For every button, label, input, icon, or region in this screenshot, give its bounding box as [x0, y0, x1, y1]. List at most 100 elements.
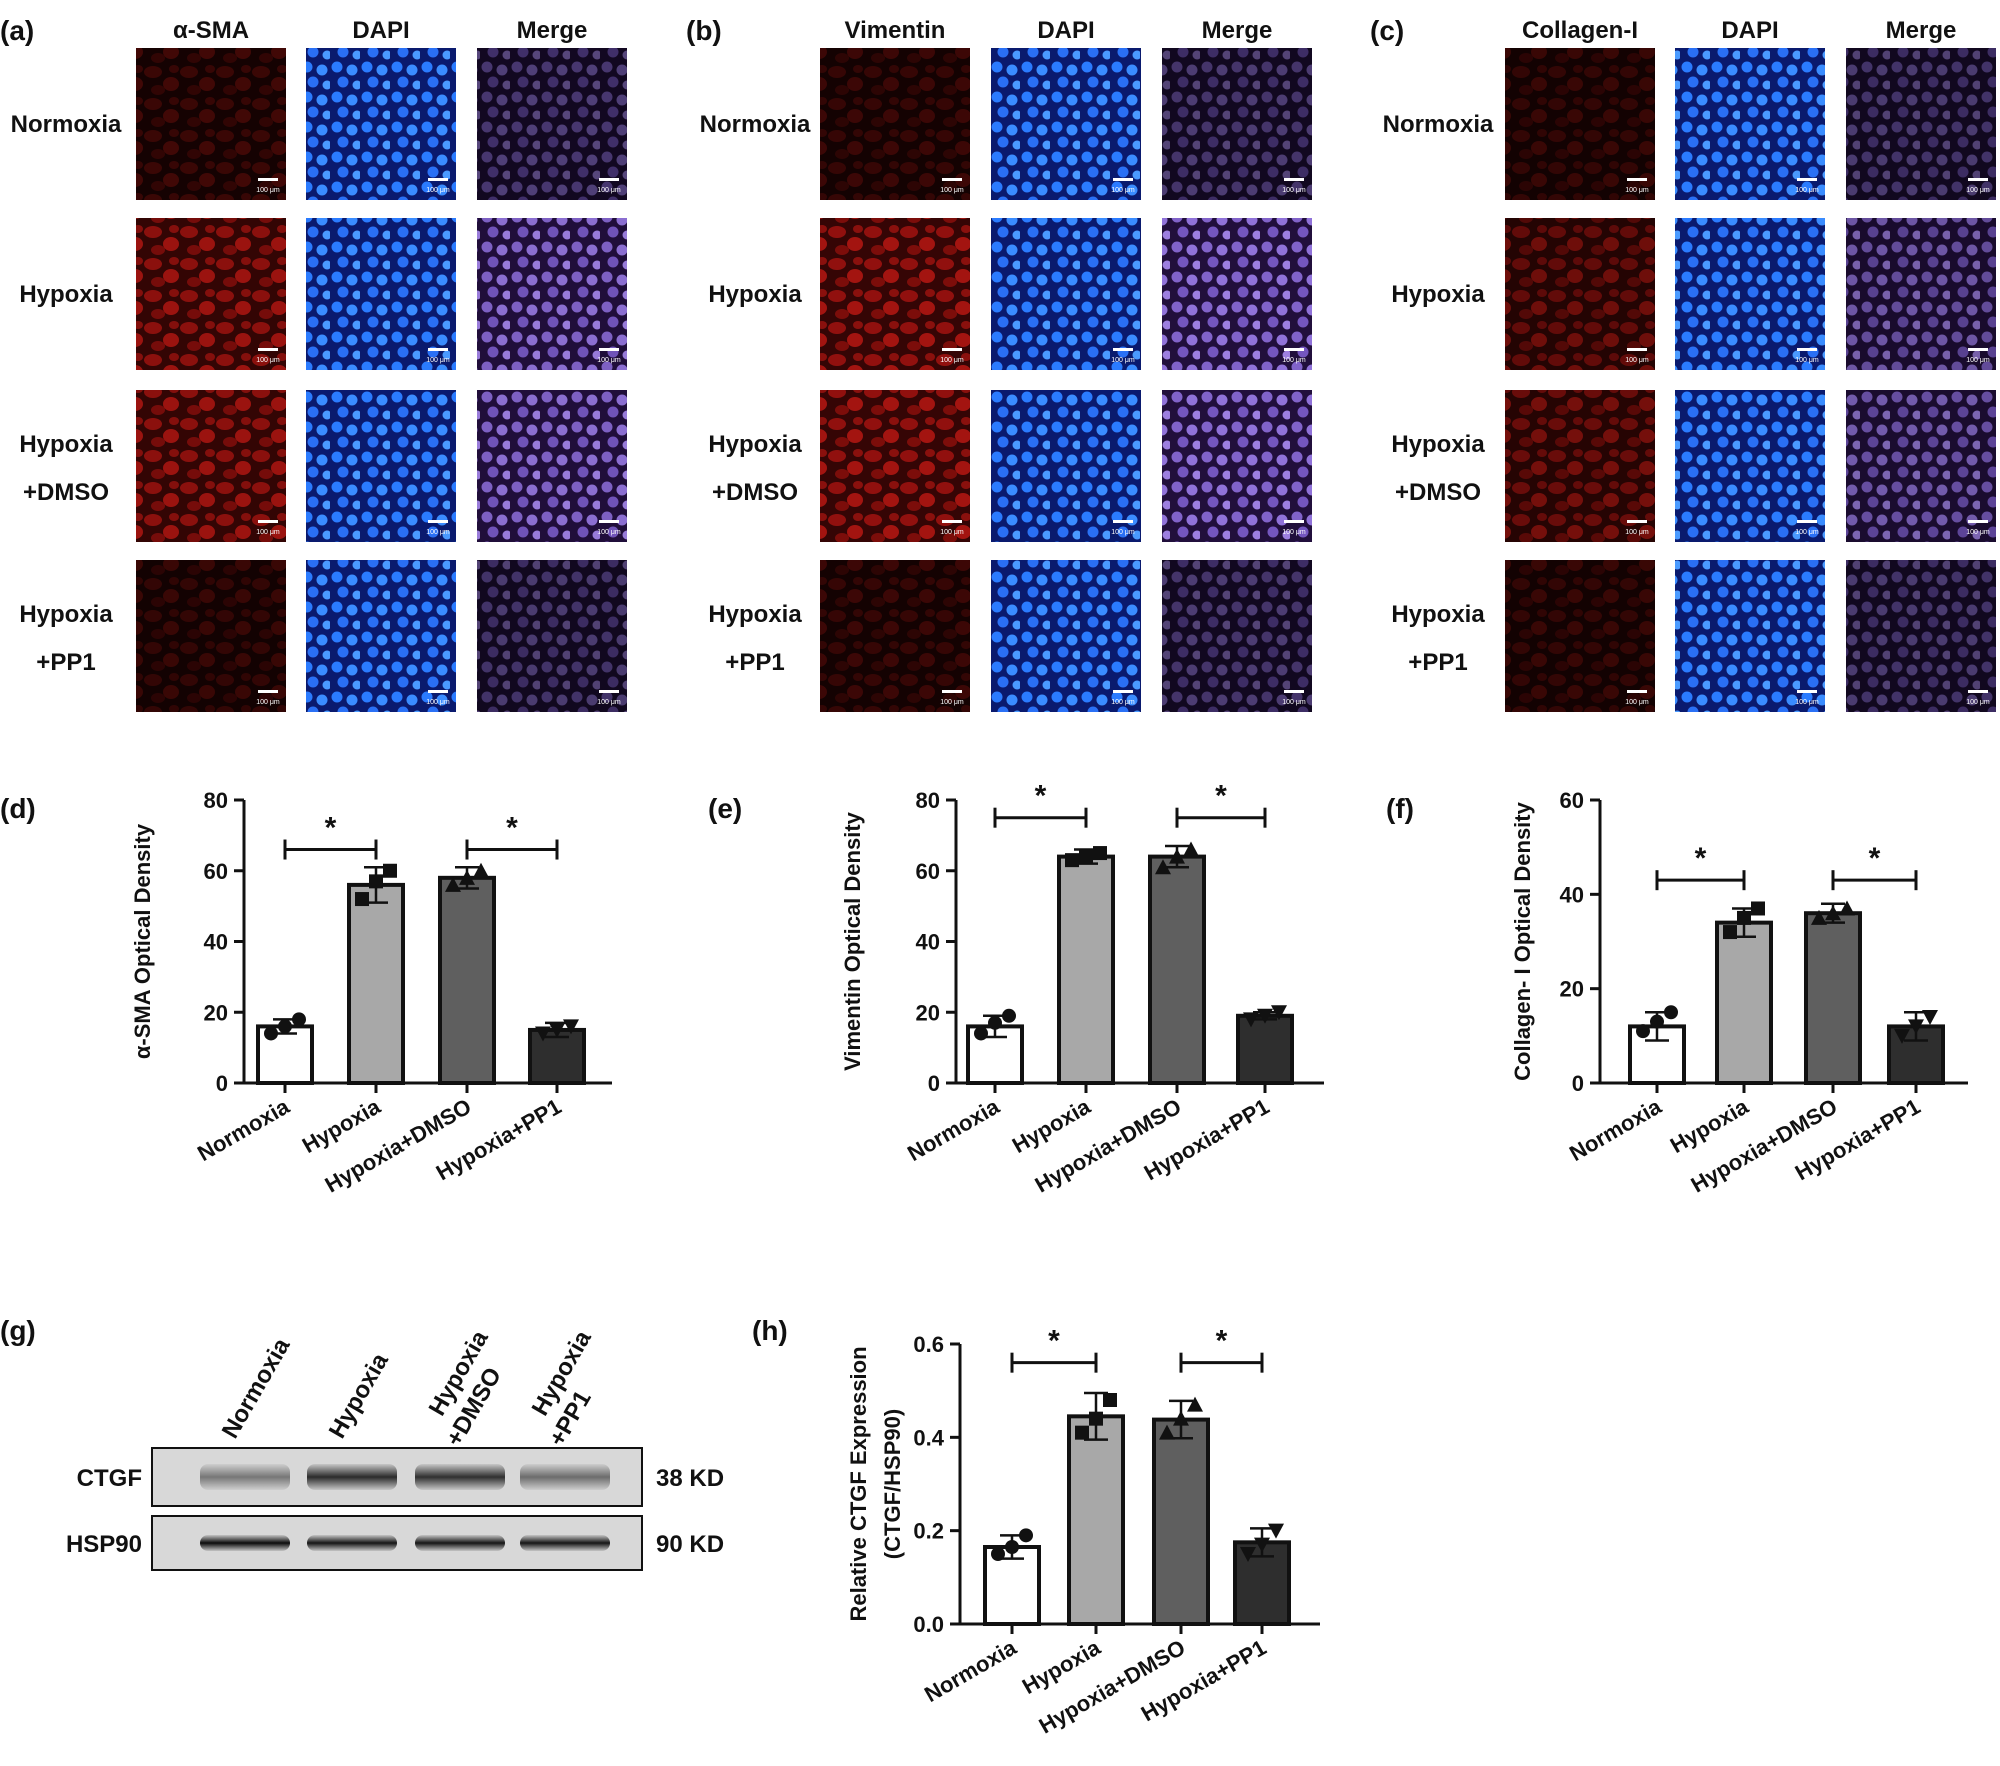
y-tick-label: 80: [204, 788, 228, 813]
micrograph-tile: 100 μm: [1505, 560, 1655, 712]
lane-label: Hypoxia: [324, 1348, 394, 1443]
data-point: [1169, 848, 1185, 864]
scale-bar-label: 100 μm: [597, 529, 621, 536]
panel-label-b: (b): [686, 15, 722, 46]
y-tick-label: 60: [916, 859, 940, 884]
data-point: [278, 1019, 292, 1034]
data-point: [1650, 1014, 1664, 1029]
micrograph-tile: 100 μm: [477, 560, 627, 712]
data-point: [1825, 905, 1841, 921]
scale-bar: [258, 348, 278, 351]
significance-star: *: [1695, 842, 1707, 875]
scale-bar: [1284, 690, 1304, 693]
blot-band: [415, 1464, 505, 1490]
bar: [1148, 854, 1206, 1085]
scale-bar-label: 100 μm: [1966, 699, 1990, 706]
bar: [528, 1027, 586, 1085]
tile-stain: [1846, 560, 1996, 712]
scale-bar-label: 100 μm: [597, 699, 621, 706]
x-tick-label: Normoxia: [1565, 1093, 1666, 1166]
data-point: [1159, 1424, 1175, 1440]
data-point: [1187, 1396, 1203, 1412]
significance-star: *: [1048, 1325, 1060, 1358]
micrograph-tile: 100 μm: [820, 48, 970, 200]
data-point: [1723, 925, 1737, 940]
micrograph-tile: 100 μm: [477, 48, 627, 200]
data-point: [1075, 1425, 1089, 1440]
scale-bar-label: 100 μm: [1625, 529, 1649, 536]
scale-bar: [428, 520, 448, 523]
data-point: [991, 1547, 1005, 1561]
tile-stain: [1675, 48, 1825, 200]
significance-star: *: [506, 812, 518, 845]
column-header: Merge: [1202, 17, 1273, 44]
lane-label: Normoxia: [217, 1333, 296, 1443]
micrograph-tile: 100 μm: [477, 390, 627, 542]
y-axis-label: Relative CTGF Expression: [846, 1346, 871, 1621]
scale-bar-label: 100 μm: [1282, 187, 1306, 194]
data-point: [473, 862, 489, 878]
row-label: +DMSO: [23, 479, 109, 506]
micrograph-tile: 100 μm: [1846, 390, 1996, 542]
panel-label-e: (e): [708, 793, 742, 824]
data-point: [1271, 1005, 1287, 1021]
scale-bar-label: 100 μm: [1111, 187, 1135, 194]
scale-bar: [1797, 348, 1817, 351]
scale-bar: [1627, 178, 1647, 181]
micrograph-tile: 100 μm: [1675, 560, 1825, 712]
significance-star: *: [1215, 780, 1227, 813]
data-point: [1089, 1411, 1103, 1426]
tile-stain: [1675, 390, 1825, 542]
bar: [1067, 1414, 1125, 1627]
data-point: [1839, 900, 1855, 916]
tile-stain: [136, 48, 286, 200]
tile-stain: [1162, 218, 1312, 370]
bar: [256, 1024, 314, 1086]
scale-bar-label: 100 μm: [597, 357, 621, 364]
y-tick-label: 20: [916, 1000, 940, 1025]
row-label: Hypoxia: [708, 281, 802, 308]
tile-stain: [1846, 390, 1996, 542]
row-label: Hypoxia: [19, 281, 113, 308]
data-point: [1065, 853, 1079, 868]
row-label: Hypoxia: [1391, 601, 1485, 628]
y-tick-label: 0.2: [913, 1519, 944, 1544]
micrograph-tile: 100 μm: [1846, 560, 1996, 712]
x-tick-label: Normoxia: [920, 1634, 1021, 1707]
tile-stain: [477, 560, 627, 712]
tile-stain: [991, 390, 1141, 542]
scale-bar-label: 100 μm: [1625, 699, 1649, 706]
tile-stain: [1846, 48, 1996, 200]
scale-bar: [428, 690, 448, 693]
y-tick-label: 0: [928, 1071, 940, 1096]
tile-stain: [306, 218, 456, 370]
row-label: Normoxia: [700, 111, 811, 138]
data-point: [1243, 1012, 1259, 1028]
tile-stain: [1675, 560, 1825, 712]
y-tick-label: 0: [1572, 1071, 1584, 1096]
micrograph-tile: 100 μm: [1162, 48, 1312, 200]
micrograph-tile: 100 μm: [306, 560, 456, 712]
scale-bar: [599, 690, 619, 693]
data-point: [1173, 1410, 1189, 1426]
row-label: Normoxia: [11, 111, 122, 138]
tile-stain: [1162, 48, 1312, 200]
scale-bar-label: 100 μm: [256, 187, 280, 194]
data-point: [1268, 1523, 1284, 1539]
blot-band: [307, 1535, 397, 1551]
row-label: Hypoxia: [708, 431, 802, 458]
scale-bar-label: 100 μm: [1966, 187, 1990, 194]
bar: [1152, 1417, 1210, 1626]
bar-chart-h: 0.0 0.2 0.4 0.6 Relative CTGF Expression (CTG…: [846, 1325, 1320, 1739]
data-point: [292, 1012, 306, 1027]
scale-bar-label: 100 μm: [940, 357, 964, 364]
column-header: Vimentin: [845, 17, 946, 44]
data-point: [1257, 1008, 1273, 1024]
blot-band: [200, 1535, 290, 1551]
tile-stain: [991, 48, 1141, 200]
row-label: +DMSO: [1395, 479, 1481, 506]
data-point: [445, 876, 461, 892]
tile-stain: [136, 390, 286, 542]
